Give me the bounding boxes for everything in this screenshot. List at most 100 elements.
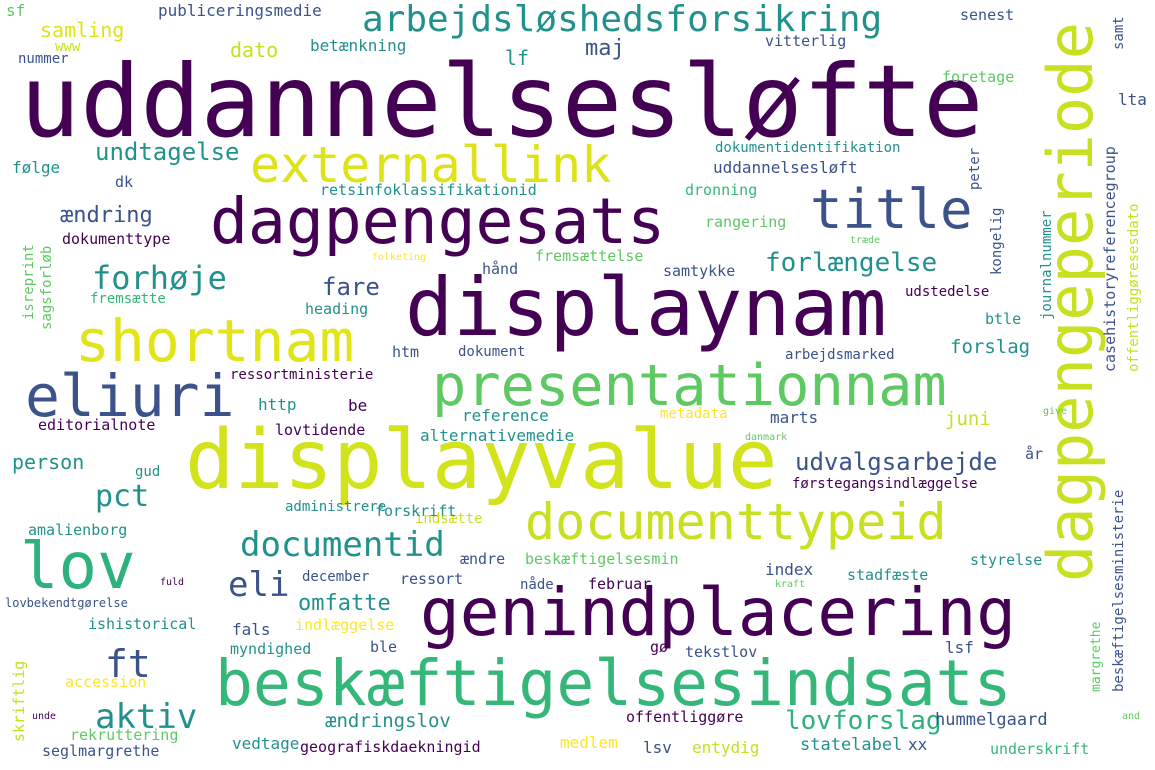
word-documentid: documentid [240, 525, 445, 565]
word-beskaeftigelsesministerie: beskæftigelsesministerie [1111, 489, 1127, 692]
word-stadfaeste: stadfæste [847, 566, 929, 584]
word-haand: hånd [482, 260, 519, 278]
word-lovtidende: lovtidende [275, 421, 366, 439]
word-lovbekendtgoerelse: lovbekendtgørelse [5, 596, 128, 610]
word-marts: marts [770, 408, 819, 427]
word-fuld: fuld [160, 577, 185, 588]
word-danmark: danmark [745, 432, 788, 443]
word-udstedelse: udstedelse [905, 284, 990, 300]
word-alternativemedie: alternativemedie [420, 426, 575, 445]
word-folketing: folketing [372, 252, 427, 263]
word-unde: unde [32, 711, 57, 722]
word-http: http [258, 395, 297, 414]
word-dato: dato [230, 38, 279, 62]
word-indlaeggelse: indlæggelse [295, 616, 395, 634]
word-dk: dk [115, 173, 134, 191]
word-eliuri: eliuri [25, 362, 235, 430]
word-btle: btle [985, 310, 1022, 328]
word-forslag: forslag [950, 336, 1031, 358]
word-arbejdsmarked: arbejdsmarked [785, 347, 895, 363]
word-december: december [302, 569, 370, 585]
word-tekstlov: tekstlov [685, 643, 758, 661]
word-amalienborg: amalienborg [28, 521, 128, 539]
word-dagpengesats: dagpengesats [210, 185, 666, 258]
word-title: title [810, 178, 973, 241]
word-dokument: dokument [458, 344, 526, 360]
word-documenttypeid: documenttypeid [525, 493, 947, 551]
word-sf: sf [6, 1, 26, 20]
word-omfatte: omfatte [298, 591, 391, 616]
word-geografiskdaekningid: geografiskdaekningid [300, 738, 481, 756]
word-peter: peter [967, 147, 983, 190]
word-entydig: entydig [692, 738, 760, 757]
word-administrere: administrere [285, 499, 387, 515]
word-retsinfoklassifikationid: retsinfoklassifikationid [320, 181, 537, 199]
word-samt: samt [1111, 16, 1127, 50]
word-rekruttering: rekruttering [70, 726, 179, 744]
word-nummer: nummer [18, 51, 69, 67]
word-fare: fare [322, 273, 380, 301]
word-casehistoryreferencegroup: casehistoryreferencegroup [1101, 146, 1119, 372]
word-uddannelsesloeft: uddannelsesløft [713, 158, 858, 177]
word-margrethe: margrethe [1089, 621, 1104, 692]
word-fremsaettelse: fremsættelse [535, 247, 644, 265]
word-lovforslag: lovforslag [785, 706, 942, 736]
word-ressort: ressort [400, 570, 464, 588]
word-foretage: foretage [942, 68, 1015, 86]
word-februar: februar [588, 575, 652, 593]
word-ble: ble [370, 638, 398, 656]
word-beskaeftigelsesmin: beskæftigelsesmin [525, 550, 679, 568]
word-uddannelsesloefte: uddannelsesløfte [20, 43, 984, 160]
word-aendringslov: ændringslov [325, 710, 451, 732]
word-traede: træde [850, 235, 881, 246]
word-editorialnote: editorialnote [38, 416, 156, 434]
word-isreprint: isreprint [21, 244, 37, 320]
word-aktiv: aktiv [95, 697, 198, 737]
word-lta: lta [1118, 90, 1147, 109]
word-reference: reference [462, 406, 549, 425]
word-heading: heading [305, 300, 369, 318]
word-medlem: medlem [560, 733, 618, 752]
word-arbejdsloeshedsforsikring: arbejdsløshedsforsikring [362, 0, 883, 40]
word-forskrift: forskrift [375, 502, 457, 520]
word-vitterlig: vitterlig [765, 32, 847, 50]
word-genindplacering: genindplacering [420, 574, 1017, 651]
word-undtagelse: undtagelse [95, 138, 240, 166]
word-kraft: kraft [775, 579, 806, 590]
word-lf: lf [505, 46, 530, 70]
word-styrelse: styrelse [970, 551, 1043, 569]
word-seglmargrethe: seglmargrethe [42, 742, 160, 760]
word-displaynam: displaynam [405, 261, 887, 354]
word-give: give [1043, 406, 1068, 417]
word-ishistorical: ishistorical [88, 615, 197, 633]
word-aar: år [1025, 445, 1044, 463]
word-beskaeftigelsesindsats: beskæftigelsesindsats [215, 647, 1012, 720]
word-xx: xx [908, 735, 928, 754]
word-presentationnam: presentationnam [432, 353, 947, 419]
word-statelabel: statelabel [800, 735, 903, 755]
word-dokumentidentifikation: dokumentidentifikation [715, 140, 901, 156]
word-naade: nåde [520, 577, 554, 593]
word-aendring: ændring [60, 203, 153, 228]
word-fals: fals [232, 620, 271, 639]
word-lsv: lsv [643, 738, 672, 757]
word-juni: juni [945, 408, 991, 430]
word-pct: pct [95, 479, 150, 514]
word-hummelgaard: hummelgaard [935, 710, 1048, 730]
word-forlaengelse: forlængelse [765, 248, 938, 278]
word-ft: ft [105, 642, 151, 686]
word-and: and [1122, 711, 1141, 722]
word-displayvalue: displayvalue [185, 413, 778, 508]
word-sagsforloeb: sagsforløb [39, 245, 55, 330]
word-forhoeje: forhøje [92, 259, 227, 297]
word-skriftlig: skriftlig [10, 660, 28, 742]
word-udvalgsarbejde: udvalgsarbejde [795, 448, 998, 476]
word-maj: maj [585, 36, 625, 61]
word-publiceringsmedie: publiceringsmedie [158, 1, 322, 20]
word-vedtage: vedtage [232, 734, 300, 753]
word-accession: accession [65, 673, 147, 691]
word-lov: lov [20, 530, 136, 604]
word-underskrift: underskrift [990, 740, 1090, 758]
word-samtykke: samtykke [663, 262, 736, 280]
